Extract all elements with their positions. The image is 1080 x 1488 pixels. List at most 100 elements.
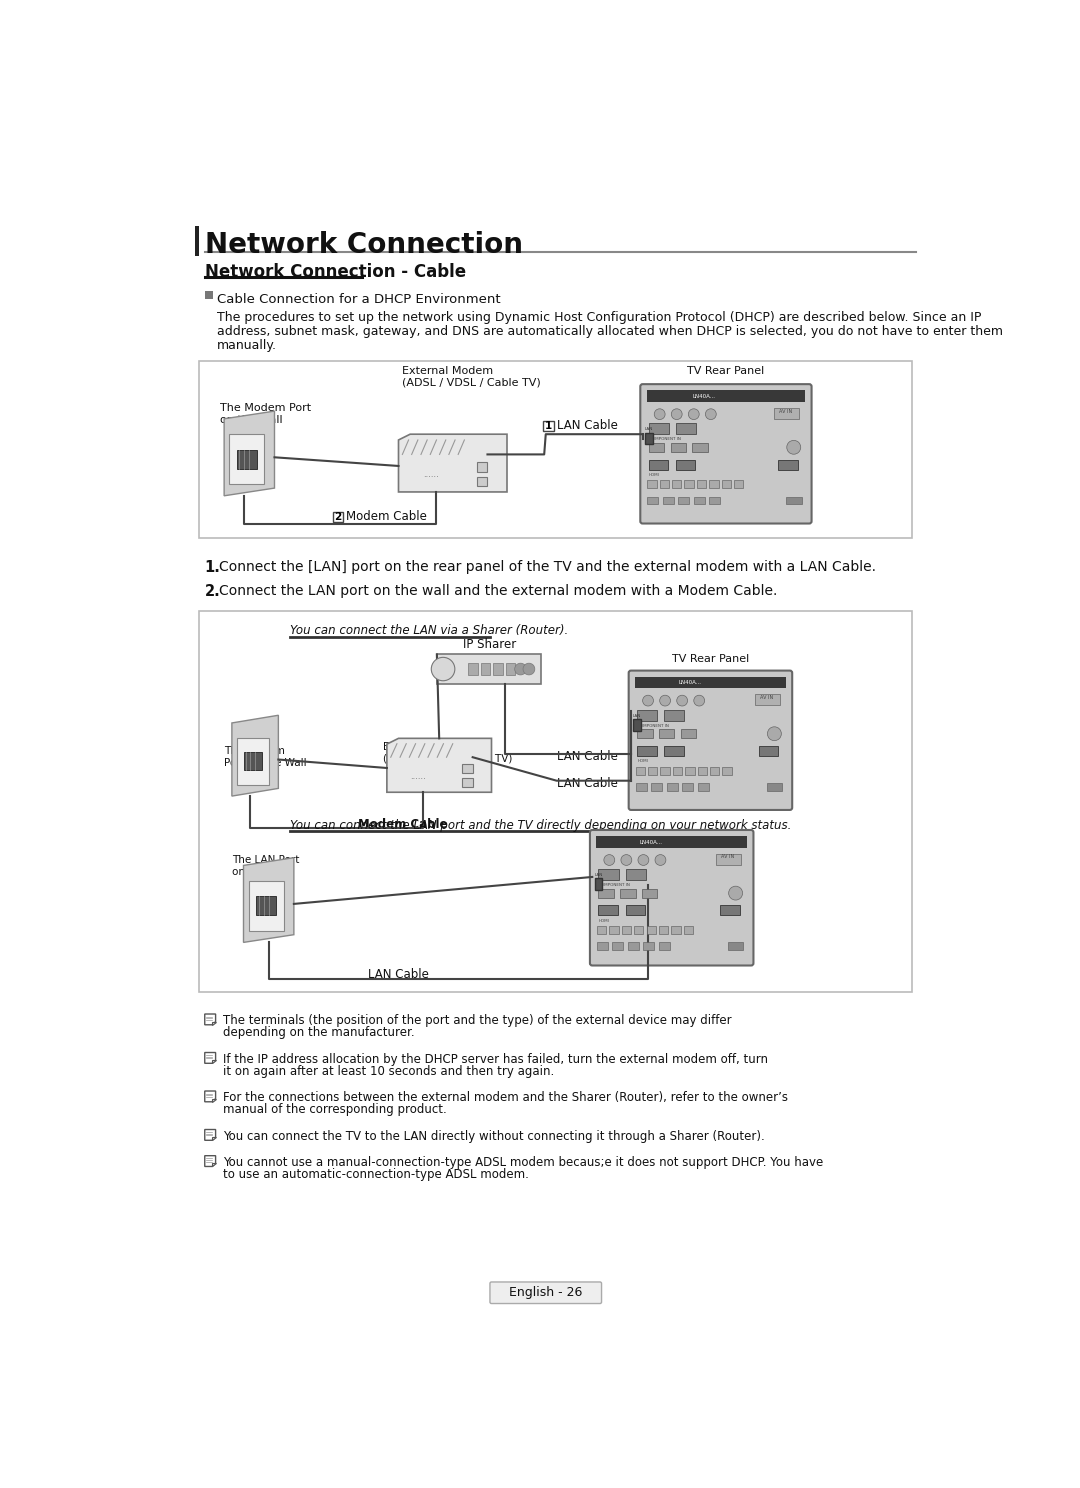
Bar — [661, 766, 670, 775]
FancyBboxPatch shape — [200, 612, 913, 992]
FancyBboxPatch shape — [640, 384, 811, 524]
Bar — [627, 942, 638, 951]
Bar — [693, 497, 704, 504]
Bar — [676, 460, 696, 470]
Bar — [759, 745, 779, 756]
Bar — [786, 497, 801, 504]
Bar — [664, 745, 684, 756]
Bar — [645, 433, 652, 445]
Bar — [476, 478, 487, 487]
Bar — [659, 942, 670, 951]
Bar — [697, 481, 706, 488]
Bar — [683, 783, 693, 790]
Text: You can connect the LAN via a Sharer (Router).: You can connect the LAN via a Sharer (Ro… — [291, 623, 568, 637]
Bar — [664, 710, 685, 720]
Bar — [609, 926, 619, 934]
Circle shape — [604, 854, 615, 866]
Circle shape — [786, 440, 800, 454]
Text: it on again after at least 10 seconds and then try again.: it on again after at least 10 seconds an… — [224, 1065, 555, 1077]
Bar — [647, 390, 806, 402]
Bar — [636, 783, 647, 790]
Polygon shape — [205, 1156, 216, 1167]
Bar — [659, 729, 674, 738]
Bar — [716, 854, 741, 865]
Circle shape — [672, 409, 683, 420]
Bar — [622, 926, 631, 934]
Circle shape — [677, 695, 688, 705]
Text: 2: 2 — [334, 512, 341, 522]
Circle shape — [654, 409, 665, 420]
Bar — [248, 881, 284, 931]
Text: The terminals (the position of the port and the type) of the external device may: The terminals (the position of the port … — [224, 1013, 732, 1027]
Polygon shape — [225, 411, 274, 496]
Bar — [598, 905, 618, 915]
Bar — [692, 442, 707, 452]
Bar — [205, 292, 213, 299]
Text: 1: 1 — [544, 421, 552, 432]
Bar — [647, 926, 656, 934]
Text: 1.: 1. — [205, 559, 220, 574]
Bar — [721, 481, 731, 488]
Bar — [598, 888, 613, 897]
Text: COMPONENT IN: COMPONENT IN — [598, 884, 631, 887]
Bar — [671, 442, 686, 452]
Bar — [672, 481, 681, 488]
Text: The Modem
Port on the Wall: The Modem Port on the Wall — [225, 745, 307, 768]
Bar — [642, 888, 658, 897]
Text: Network Connection - Cable: Network Connection - Cable — [205, 263, 465, 281]
Text: For the connections between the external modem and the Sharer (Router), refer to: For the connections between the external… — [224, 1091, 788, 1104]
Text: External Modem
(ADSL / VDSL / Cable TV): External Modem (ADSL / VDSL / Cable TV) — [383, 743, 512, 763]
Polygon shape — [213, 1022, 216, 1025]
Bar — [598, 869, 619, 879]
Bar — [684, 926, 693, 934]
Text: The Modem Port
on the Wall: The Modem Port on the Wall — [220, 403, 311, 426]
Bar — [660, 481, 669, 488]
Polygon shape — [243, 857, 294, 942]
Text: Connect the [LAN] port on the rear panel of the TV and the external modem with a: Connect the [LAN] port on the rear panel… — [218, 559, 876, 574]
Bar — [437, 655, 541, 683]
Bar — [672, 926, 680, 934]
Text: manual of the corresponding product.: manual of the corresponding product. — [224, 1103, 447, 1116]
Text: LAN Cable: LAN Cable — [557, 750, 618, 763]
Bar — [647, 497, 658, 504]
Text: TV Rear Panel: TV Rear Panel — [672, 653, 750, 664]
Bar — [755, 695, 780, 705]
Bar — [597, 942, 608, 951]
Circle shape — [693, 695, 704, 705]
Text: address, subnet mask, gateway, and DNS are automatically allocated when DHCP is : address, subnet mask, gateway, and DNS a… — [217, 324, 1003, 338]
Polygon shape — [387, 738, 491, 792]
Polygon shape — [205, 1129, 216, 1140]
Text: LN40A...: LN40A... — [678, 680, 702, 686]
Text: ......: ...... — [423, 470, 438, 479]
Bar — [710, 766, 719, 775]
Bar — [647, 481, 657, 488]
Bar — [680, 729, 697, 738]
Polygon shape — [205, 1052, 216, 1064]
Text: manually.: manually. — [217, 339, 278, 351]
Polygon shape — [213, 1098, 216, 1101]
Text: LAN: LAN — [645, 427, 653, 432]
Text: You can connect the TV to the LAN directly without connecting it through a Share: You can connect the TV to the LAN direct… — [224, 1129, 765, 1143]
Text: You cannot use a manual-connection-type ADSL modem becaus;e it does not support : You cannot use a manual-connection-type … — [224, 1156, 824, 1168]
FancyBboxPatch shape — [629, 671, 793, 809]
Text: AV IN: AV IN — [760, 695, 773, 699]
Text: LAN Cable: LAN Cable — [556, 420, 618, 432]
Bar — [505, 664, 515, 676]
Bar — [612, 942, 623, 951]
Text: HDMI: HDMI — [649, 473, 660, 476]
Bar — [237, 449, 257, 469]
Text: English - 26: English - 26 — [509, 1286, 582, 1299]
Bar — [635, 677, 786, 689]
Circle shape — [688, 409, 699, 420]
Text: LAN Cable: LAN Cable — [557, 777, 618, 790]
Bar — [597, 926, 606, 934]
Text: Network Connection: Network Connection — [205, 231, 523, 259]
Bar — [779, 460, 798, 470]
Bar — [595, 878, 603, 890]
Text: Modem Cable: Modem Cable — [346, 510, 427, 524]
Text: to use an automatic-connection-type ADSL modem.: to use an automatic-connection-type ADSL… — [224, 1168, 529, 1181]
Bar — [481, 664, 490, 676]
Bar — [634, 926, 644, 934]
Text: External Modem
(ADSL / VDSL / Cable TV): External Modem (ADSL / VDSL / Cable TV) — [403, 366, 541, 387]
Text: The procedures to set up the network using Dynamic Host Configuration Protocol (: The procedures to set up the network usi… — [217, 311, 982, 324]
